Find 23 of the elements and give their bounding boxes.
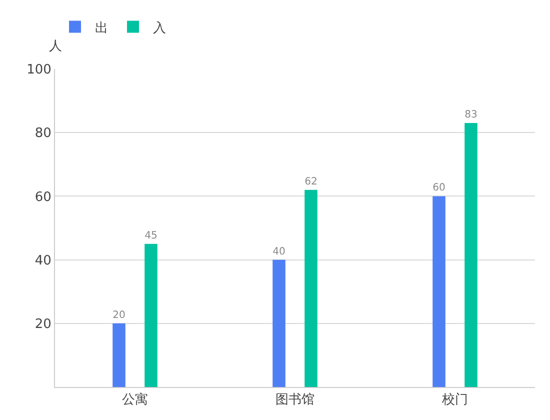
data-label: 60 xyxy=(432,182,446,194)
data-label: 20 xyxy=(112,310,126,321)
bar xyxy=(272,260,286,387)
bar xyxy=(464,123,478,387)
legend-label: 出 xyxy=(95,20,108,36)
data-label: 62 xyxy=(304,176,318,188)
x-tick-label: 图书馆 xyxy=(276,392,314,408)
y-tick-label: 80 xyxy=(34,126,52,142)
y-tick-label: 100 xyxy=(26,62,52,78)
x-tick-label: 公寓 xyxy=(122,392,148,408)
data-label: 45 xyxy=(144,230,158,242)
legend-label: 入 xyxy=(153,20,166,36)
y-axis-title: 人 xyxy=(49,39,62,54)
y-tick-label: 60 xyxy=(34,190,52,205)
data-label: 83 xyxy=(464,110,478,121)
x-tick-label: 校门 xyxy=(441,392,468,408)
bar xyxy=(144,244,158,387)
y-tick-label: 40 xyxy=(34,253,52,268)
bar xyxy=(432,196,446,387)
bar xyxy=(112,323,126,387)
y-tick-label: 20 xyxy=(34,316,52,332)
data-label: 40 xyxy=(272,246,286,258)
bar xyxy=(304,190,318,387)
